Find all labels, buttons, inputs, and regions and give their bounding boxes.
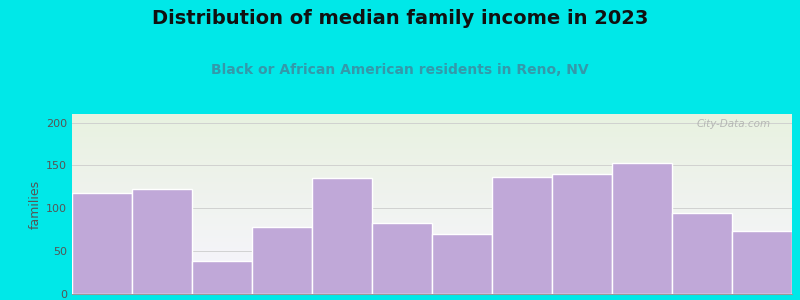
Bar xyxy=(372,223,432,294)
Text: City-Data.com: City-Data.com xyxy=(696,119,770,129)
Bar xyxy=(552,174,612,294)
Text: Black or African American residents in Reno, NV: Black or African American residents in R… xyxy=(211,63,589,77)
Bar xyxy=(672,213,732,294)
Bar xyxy=(612,163,672,294)
Bar xyxy=(492,177,552,294)
Y-axis label: families: families xyxy=(29,179,42,229)
Bar xyxy=(312,178,372,294)
Bar xyxy=(432,234,492,294)
Bar xyxy=(132,189,192,294)
Text: Distribution of median family income in 2023: Distribution of median family income in … xyxy=(152,9,648,28)
Bar xyxy=(732,231,792,294)
Bar xyxy=(252,227,312,294)
Bar xyxy=(192,261,252,294)
Bar xyxy=(72,193,132,294)
